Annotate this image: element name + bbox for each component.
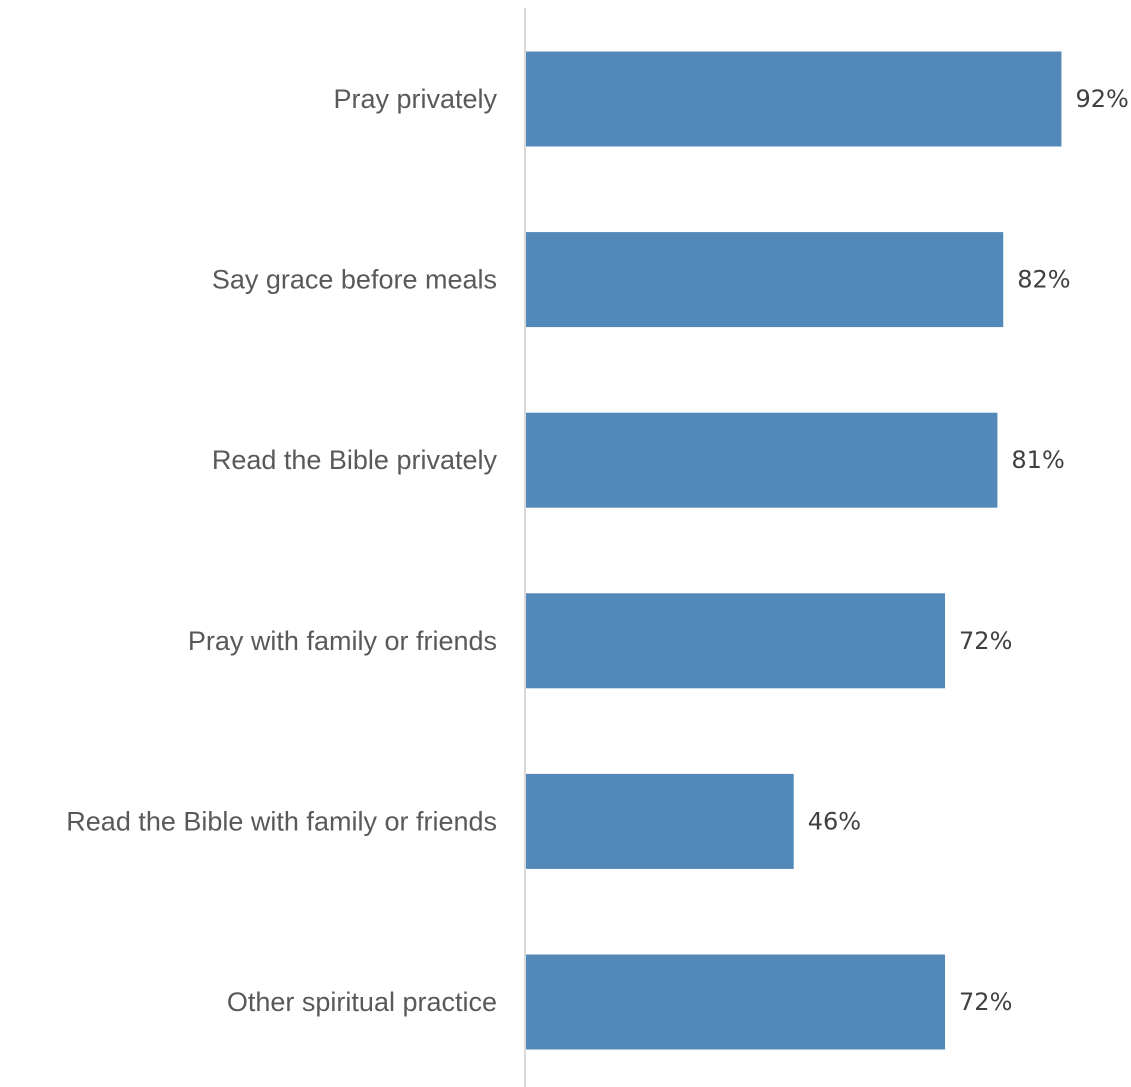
bar: [526, 593, 946, 689]
bar: [526, 412, 998, 508]
category-label: Say grace before meals: [212, 265, 497, 295]
value-label: 82%: [1017, 266, 1070, 294]
bar: [526, 51, 1062, 147]
category-label: Read the Bible privately: [212, 445, 498, 475]
category-label: Other spiritual practice: [227, 987, 497, 1017]
value-label: 46%: [808, 807, 861, 835]
category-label: Read the Bible with family or friends: [66, 806, 497, 836]
value-label: 72%: [959, 627, 1012, 655]
bar: [526, 232, 1004, 328]
bar: [526, 954, 946, 1050]
value-label: 72%: [959, 988, 1012, 1016]
bar: [526, 773, 794, 869]
category-label: Pray with family or friends: [188, 626, 497, 656]
value-label: 81%: [1011, 446, 1064, 474]
category-label: Pray privately: [333, 84, 497, 114]
value-label: 92%: [1075, 85, 1128, 113]
bars-group: Pray privately 92% Say grace before meals 8…: [66, 51, 1129, 1050]
